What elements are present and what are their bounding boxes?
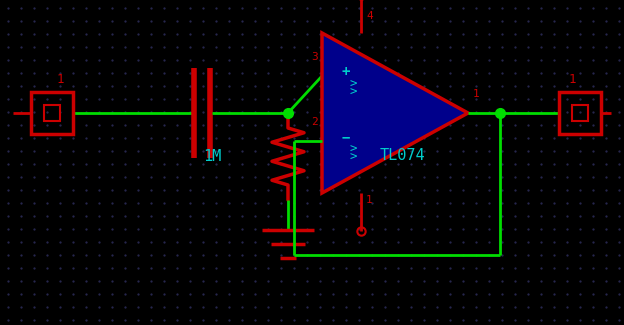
Text: >: > bbox=[350, 142, 358, 155]
Text: >: > bbox=[350, 150, 358, 163]
Text: −: − bbox=[342, 130, 350, 144]
Text: TL074: TL074 bbox=[379, 148, 425, 162]
Text: >: > bbox=[350, 77, 358, 90]
Text: 3: 3 bbox=[311, 52, 318, 62]
Text: >: > bbox=[350, 85, 358, 98]
Polygon shape bbox=[322, 33, 468, 193]
Text: +: + bbox=[342, 65, 350, 79]
Text: 4: 4 bbox=[366, 11, 373, 21]
Text: 1M: 1M bbox=[203, 149, 222, 164]
Text: 1: 1 bbox=[366, 195, 373, 205]
Bar bbox=[44, 105, 61, 122]
Bar bbox=[559, 92, 601, 134]
Text: 1: 1 bbox=[473, 89, 480, 99]
Text: 1: 1 bbox=[568, 73, 576, 86]
Text: 2: 2 bbox=[311, 117, 318, 127]
Bar bbox=[31, 92, 73, 134]
Bar bbox=[572, 105, 588, 122]
Text: 1: 1 bbox=[56, 73, 64, 86]
